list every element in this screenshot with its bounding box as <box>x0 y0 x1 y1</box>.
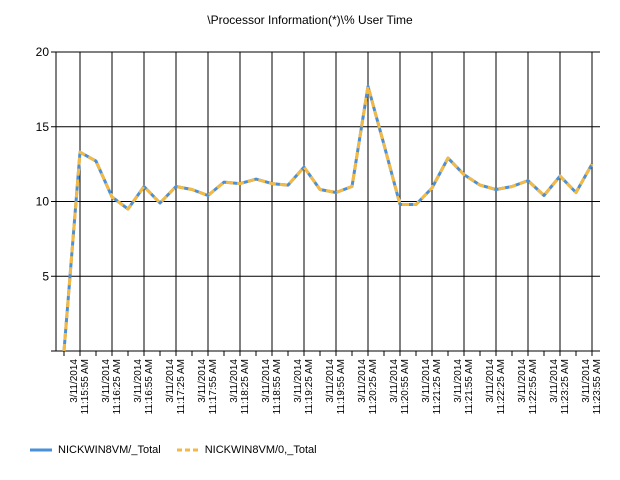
x-tick-label: 3/11/201411:22:55 AM <box>517 359 539 415</box>
x-tick-label: 3/11/201411:15:55 AM <box>69 359 91 415</box>
chart-title: \Processor Information(*)\% User Time <box>207 13 413 27</box>
x-tick-label: 3/11/201411:20:55 AM <box>389 359 411 415</box>
y-tick-label: 20 <box>36 45 50 59</box>
y-tick-label: 15 <box>36 120 50 134</box>
legend-swatch-series-2 <box>176 448 199 452</box>
y-tick-label: 10 <box>36 195 50 209</box>
x-tick-label: 3/11/201411:16:55 AM <box>133 359 155 415</box>
x-tick-label: 3/11/201411:20:25 AM <box>357 359 379 415</box>
x-tick-label: 3/11/201411:17:25 AM <box>165 359 187 415</box>
legend-item-series-2: NICKWIN8VM/0,_Total <box>176 444 317 456</box>
x-tick-label: 3/11/201411:21:55 AM <box>453 359 475 415</box>
series-line-2 <box>62 84 594 352</box>
legend-item-series-1: NICKWIN8VM/_Total <box>30 444 161 456</box>
x-tick-label: 3/11/201411:23:25 AM <box>549 359 571 415</box>
x-tick-label: 3/11/201411:17:55 AM <box>197 359 219 415</box>
y-tick-label: 5 <box>42 269 49 283</box>
line-chart: 5 10 15 20 3/11/201411:15:55 AM 3/11/201411:1… <box>36 45 603 415</box>
legend-label-series-1: NICKWIN8VM/_Total <box>58 444 161 456</box>
x-tick-label: 3/11/201411:23:55 AM <box>581 359 603 415</box>
x-tick-label: 3/11/201411:18:55 AM <box>261 359 283 415</box>
x-tick-label: 3/11/201411:19:25 AM <box>293 359 315 415</box>
legend-label-series-2: NICKWIN8VM/0,_Total <box>204 444 317 456</box>
x-tick-label: 3/11/201411:18:25 AM <box>229 359 251 415</box>
x-tick-label: 3/11/201411:19:55 AM <box>325 359 347 415</box>
x-tick-label: 3/11/201411:21:25 AM <box>421 359 443 415</box>
x-tick-label: 3/11/201411:16:25 AM <box>101 359 123 415</box>
x-tick-label: 3/11/201411:22:25 AM <box>485 359 507 415</box>
series-line-1 <box>62 84 594 352</box>
legend-swatch-series-1 <box>30 448 52 452</box>
legend: NICKWIN8VM/_Total NICKWIN8VM/0,_Total <box>30 444 333 456</box>
